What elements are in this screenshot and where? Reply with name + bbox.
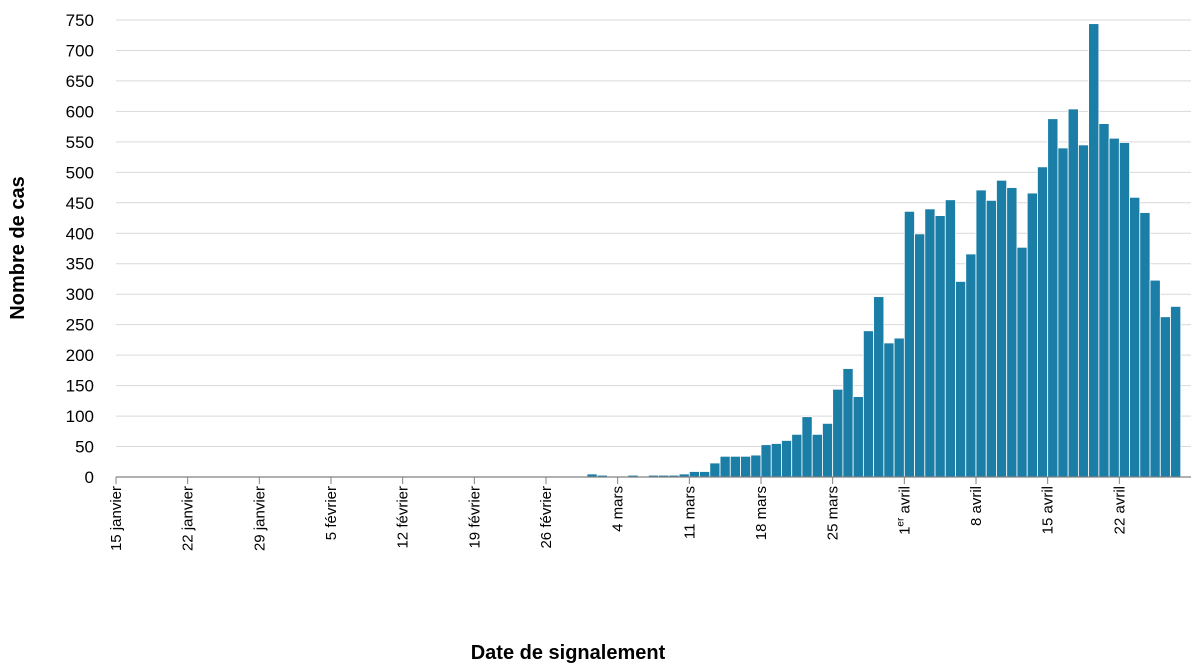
bars [197,23,1182,478]
x-tick-label: 18 mars [753,486,770,540]
x-tick-label: 25 mars [825,486,842,540]
bar [740,455,752,478]
bar [1149,279,1161,478]
y-tick-label: 750 [66,11,94,30]
bar [873,296,885,478]
bar [1006,187,1018,478]
bar [1057,147,1069,478]
x-tick-label: 15 janvier [108,486,125,551]
y-tick-label: 500 [66,163,94,182]
y-axis-title: Nombre de cas [7,176,29,319]
bar [760,444,772,478]
bar [1026,192,1038,478]
bar [1129,196,1141,478]
bar [1098,123,1110,478]
bar [862,330,875,478]
axes [115,476,1191,484]
y-tick-label: 200 [66,346,94,365]
bar [1118,142,1130,478]
y-tick-label: 350 [66,255,94,274]
bar [893,337,905,478]
bar [924,208,936,478]
y-tick-label: 400 [66,224,94,243]
bar [750,454,762,478]
x-tick-labels: 15 janvier 22 janvier 29 janvier 5 février 1… [108,486,1128,551]
bar [1088,23,1100,478]
x-tick-label: 15 avril [1040,486,1057,534]
x-tick-label: 11 mars [681,486,698,539]
bar [719,455,731,478]
x-tick-label: 12 février [395,486,412,549]
bar [1170,305,1182,478]
y-tick-label: 100 [66,407,94,426]
bar [1037,166,1049,478]
x-tick-label: 1er avril [895,486,913,535]
y-tick-label: 650 [66,72,94,91]
bar [709,462,721,478]
bar [832,388,844,478]
bar [914,233,926,478]
x-tick-label: 22 avril [1111,486,1128,534]
y-tick-label: 600 [66,102,94,121]
gridlines [116,19,1191,448]
bar [801,416,813,478]
bar [934,215,946,478]
bar [1077,144,1090,478]
x-axis-title: Date de signalement [471,642,666,663]
y-tick-label: 150 [66,377,94,396]
bar [1016,246,1028,478]
bar [852,396,864,478]
bar [781,440,793,478]
bar [729,455,741,478]
bar [1108,137,1120,478]
bar [811,433,823,478]
x-tick-label: 4 mars [610,486,627,532]
bar [965,253,977,478]
bar [985,199,997,478]
bar [1159,316,1171,478]
bar [699,471,711,478]
bar [996,179,1008,478]
y-tick-labels: 0 50 100 150 200 250 300 350 400 450 500 550 600 650 7… [66,11,94,487]
x-tick-label: 26 février [538,486,555,549]
bar [1139,212,1151,478]
x-tick-label: 22 janvier [180,486,197,551]
y-tick-label: 0 [85,468,94,487]
y-tick-label: 300 [66,285,94,304]
y-tick-label: 50 [75,438,94,457]
x-tick-label: 29 janvier [251,486,268,551]
bar [955,281,967,478]
bar [770,443,782,478]
bar [944,199,956,478]
x-tick-label: 5 février [323,486,340,540]
y-tick-label: 550 [66,133,94,152]
bar [688,471,700,478]
bar [842,368,854,478]
y-tick-label: 450 [66,194,94,213]
bar [1067,108,1079,478]
x-tick-label: 8 avril [968,486,985,526]
bar [883,342,895,478]
bar [822,422,834,478]
y-tick-label: 250 [66,316,94,335]
bar [903,210,915,478]
y-tick-label: 700 [66,41,94,60]
bar [975,189,987,478]
x-tick-label: 19 février [466,486,483,549]
bar [1047,118,1059,478]
bar [791,433,803,478]
